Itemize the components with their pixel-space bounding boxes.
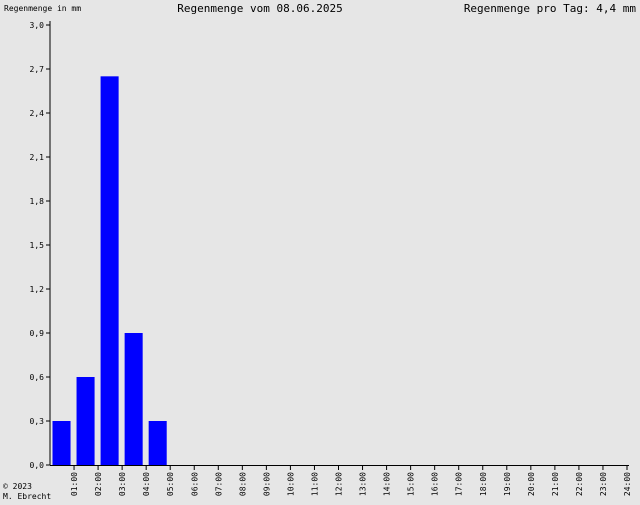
y-tick-label: 0,0: [30, 461, 45, 470]
x-tick-label: 11:00: [310, 472, 319, 496]
bars-group: [52, 76, 167, 465]
y-tick-label: 1,5: [30, 241, 45, 250]
y-tick-label: 1,2: [30, 285, 45, 294]
x-tick-label: 01:00: [70, 472, 79, 496]
bar-05:00: [148, 421, 167, 465]
x-tick-label: 16:00: [431, 472, 440, 496]
copyright-author: M. Ebrecht: [3, 492, 52, 501]
x-tick-label: 13:00: [359, 472, 368, 496]
x-tick-label: 03:00: [118, 472, 127, 496]
x-tick-label: 21:00: [551, 472, 560, 496]
x-tick-label: 12:00: [335, 472, 344, 496]
x-tick-label: 18:00: [479, 472, 488, 496]
y-tick-label: 0,3: [30, 417, 45, 426]
x-tick-label: 08:00: [238, 472, 247, 496]
y-tick-label: 2,4: [30, 109, 45, 118]
y-tick-label: 1,8: [30, 197, 45, 206]
x-tick-label: 07:00: [214, 472, 223, 496]
x-tick-label: 04:00: [142, 472, 151, 496]
x-tick-label: 24:00: [623, 472, 632, 496]
bar-02:00: [76, 377, 95, 465]
bar-01:00: [52, 421, 71, 465]
x-tick-label: 19:00: [503, 472, 512, 496]
y-tick-label: 2,1: [30, 153, 45, 162]
y-tick-label: 0,9: [30, 329, 45, 338]
x-tick-label: 20:00: [527, 472, 536, 496]
x-tick-label: 23:00: [599, 472, 608, 496]
x-tick-label: 17:00: [455, 472, 464, 496]
copyright-year: © 2023: [3, 482, 32, 491]
y-tick-label: 3,0: [30, 21, 45, 30]
bar-04:00: [124, 333, 143, 465]
x-tick-label: 05:00: [166, 472, 175, 496]
copyright: © 2023 M. Ebrecht: [3, 482, 51, 502]
x-tick-label: 02:00: [94, 472, 103, 496]
y-axis-label: Regenmenge in mm: [4, 4, 82, 13]
bar-03:00: [100, 76, 119, 465]
x-tick-label: 10:00: [286, 472, 295, 496]
chart-title: Regenmenge vom 08.06.2025: [177, 2, 343, 15]
x-tick-label: 09:00: [262, 472, 271, 496]
daily-total: Regenmenge pro Tag: 4,4 mm: [463, 2, 636, 15]
axes-group: 0,0 0,3 0,6 0,9 1,2 1,5 1,8 2,1 2,4 2,7 3,0 01:00 02…: [30, 21, 632, 496]
x-tick-label: 14:00: [383, 472, 392, 496]
y-tick-label: 0,6: [30, 373, 45, 382]
x-tick-label: 15:00: [407, 472, 416, 496]
y-tick-label: 2,7: [30, 65, 45, 74]
x-tick-label: 06:00: [190, 472, 199, 496]
x-tick-label: 22:00: [575, 472, 584, 496]
